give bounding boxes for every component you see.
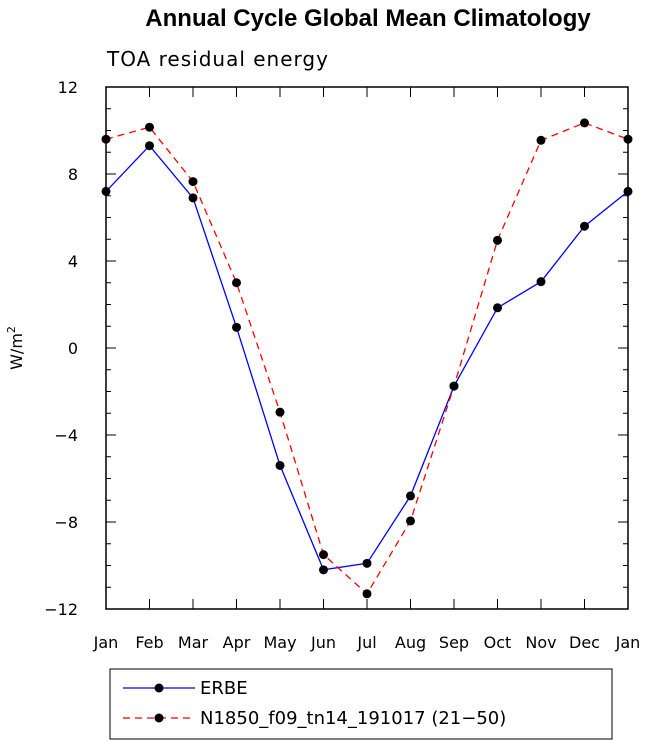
data-point-s1-8 [449,381,459,391]
x-tick-label: Oct [484,633,512,652]
data-point-s0-5 [319,565,328,575]
y-tick-label: −12 [44,600,78,619]
y-tick-label: −8 [54,513,78,532]
data-point-s0-2 [188,193,198,203]
chart-subtitle: TOA residual energy [106,47,329,71]
x-tick-label: Mar [178,633,209,652]
x-tick-label: Feb [135,633,163,652]
legend-marker-model [154,713,164,723]
data-point-s1-1 [145,122,154,132]
x-tick-label: Jul [356,633,376,652]
data-point-s0-1 [145,141,154,151]
series-line-0 [105,144,629,571]
y-tick-labels: 12 8 4 0 −4 −8 −12 [44,78,78,619]
data-point-s1-3 [232,278,241,288]
data-point-s0-7 [406,491,415,501]
y-tick-label: 12 [58,78,78,97]
data-point-s1-11 [580,118,589,128]
legend: ERBE N1850_f09_tn14_191017 (21−50) [109,668,613,740]
data-point-s0-0 [101,186,111,196]
data-point-s0-12 [623,186,633,196]
data-point-s0-11 [580,221,589,231]
legend-label-erbe: ERBE [200,678,248,699]
legend-marker-erbe [154,683,164,693]
data-point-s0-9 [493,303,502,313]
data-point-s1-4 [275,407,285,417]
legend-label-model: N1850_f09_tn14_191017 (21−50) [200,708,506,729]
series-layer [101,118,633,599]
data-point-s0-6 [362,558,372,568]
series-line-1 [105,122,629,595]
axis-ticks [105,86,629,610]
data-point-s1-5 [319,550,328,560]
x-tick-label: Nov [525,633,556,652]
data-point-s1-10 [536,135,546,145]
chart-title: Annual Cycle Global Mean Climatology [145,5,591,32]
x-tick-label: Sep [439,633,469,652]
data-point-s1-0 [101,134,111,144]
y-tick-label: −4 [54,426,78,445]
x-tick-label: May [263,633,296,652]
legend-box [109,668,613,740]
data-point-s0-3 [232,322,241,332]
y-tick-label: 0 [68,339,78,358]
x-tick-label: Apr [223,633,251,652]
x-tick-label: Jun [310,633,336,652]
x-tick-label: Dec [569,633,600,652]
x-tick-label: Jan [615,633,641,652]
data-point-s1-6 [362,589,372,599]
y-axis-label: W/m2 [5,326,26,370]
data-point-s1-7 [406,516,415,526]
x-tick-label: Jan [93,633,119,652]
x-tick-label: Aug [395,633,426,652]
y-tick-label: 8 [68,165,78,184]
data-point-s1-9 [493,235,502,245]
data-point-s1-12 [623,134,633,144]
data-point-s0-4 [275,460,285,470]
data-point-s1-2 [188,177,198,187]
x-tick-labels: Jan Feb Mar Apr May Jun Jul Aug Sep Oct Nov Dec Jan [93,633,641,652]
data-point-s0-10 [536,277,546,287]
y-tick-label: 4 [68,252,78,271]
plot-frame [105,86,629,610]
